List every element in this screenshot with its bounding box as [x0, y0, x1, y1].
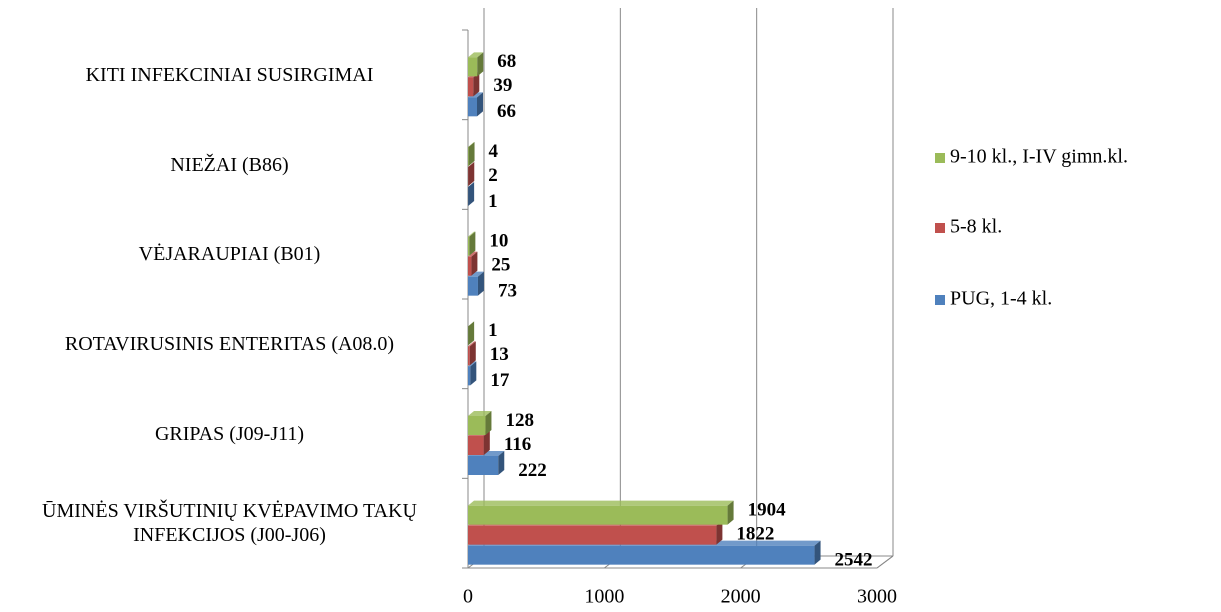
- bar: [468, 500, 734, 525]
- bar-side: [469, 231, 476, 256]
- bar: [468, 52, 484, 77]
- bar-front: [468, 525, 717, 545]
- bar-side: [468, 182, 475, 206]
- x-tick-label: 2000: [721, 586, 761, 608]
- legend-swatch: [935, 295, 945, 305]
- bar: [468, 162, 475, 186]
- data-label: 116: [504, 434, 531, 455]
- bar-side: [483, 431, 490, 455]
- bar-top: [468, 231, 476, 237]
- bar-front: [468, 256, 472, 276]
- data-label: 68: [497, 51, 516, 72]
- bar-side: [477, 271, 484, 296]
- bar-top: [468, 251, 478, 257]
- data-label: 1: [488, 191, 498, 212]
- bar-front: [468, 97, 477, 117]
- data-label: 73: [498, 281, 517, 302]
- bar-front: [468, 57, 478, 77]
- data-label: 2542: [835, 550, 873, 571]
- bar-front: [468, 346, 470, 366]
- data-label: 13: [490, 344, 509, 365]
- data-label: 222: [518, 460, 547, 481]
- bar-front: [468, 366, 471, 386]
- x-tick: [876, 555, 894, 569]
- bar: [468, 321, 475, 346]
- bar-side: [727, 500, 734, 525]
- bar: [468, 271, 484, 296]
- x-tick-label: 1000: [584, 586, 624, 608]
- bar-side: [468, 321, 475, 346]
- category-label: ŪMINĖS VIRŠUTINIŲ KVĖPAVIMO TAKŲ INFEKCI…: [42, 500, 417, 547]
- bar-side: [716, 520, 723, 545]
- category-label: KITI INFEKCINIAI SUSIRGIMAI: [85, 63, 374, 86]
- data-label: 39: [493, 75, 512, 96]
- bar-side: [468, 162, 475, 186]
- legend-swatch: [935, 153, 945, 163]
- bar-front: [468, 236, 470, 256]
- legend-label: PUG, 1-4 kl.: [950, 288, 1052, 310]
- legend-swatch: [935, 223, 945, 233]
- category-label: ROTAVIRUSINIS ENTERITAS (A08.0): [64, 332, 395, 355]
- data-label: 1822: [736, 524, 774, 545]
- bar-front: [468, 545, 815, 565]
- bar-front: [468, 276, 478, 296]
- bar-side: [471, 251, 478, 276]
- bar-front: [468, 456, 499, 475]
- data-label: 4: [489, 141, 499, 162]
- bar-front: [468, 505, 728, 525]
- bar-top: [468, 271, 484, 277]
- bar-front: [468, 436, 484, 455]
- bar-front: [468, 416, 486, 435]
- bar-top: [468, 142, 475, 147]
- bar-side: [477, 52, 484, 77]
- data-label: 10: [489, 231, 508, 252]
- category-label: GRIPAS (J09-J11): [154, 422, 305, 445]
- bar: [468, 251, 478, 276]
- x-tick-label: 0: [463, 586, 473, 608]
- data-label: 1: [488, 320, 498, 341]
- legend-label: 5-8 kl.: [950, 216, 1002, 238]
- data-label: 25: [491, 255, 510, 276]
- bar-side: [814, 540, 821, 565]
- data-label: 2: [488, 165, 498, 186]
- legend-label: 9-10 kl., I-IV gimn.kl.: [950, 146, 1128, 168]
- bar-side: [485, 411, 492, 435]
- bar-top: [468, 411, 492, 416]
- bar-top: [468, 52, 484, 58]
- category-label: NIEŽAI (B86): [170, 153, 289, 176]
- bar: [468, 142, 475, 166]
- bar-side: [468, 142, 475, 166]
- bar: [468, 361, 477, 386]
- data-label: 66: [497, 101, 516, 122]
- bar-top: [468, 321, 475, 327]
- bar: [468, 411, 492, 435]
- bar-front: [468, 77, 474, 97]
- bar: [468, 341, 476, 366]
- bar-top: [468, 500, 734, 506]
- bar-side: [470, 361, 477, 386]
- bar-top: [468, 162, 475, 167]
- bar: [468, 182, 475, 206]
- bar-top: [468, 182, 475, 187]
- data-label: 17: [490, 370, 510, 391]
- data-label: 128: [505, 410, 534, 431]
- x-tick-label: 3000: [857, 586, 897, 608]
- data-label: 1904: [748, 500, 787, 521]
- bar-side: [469, 341, 476, 366]
- category-label: VĖJARAUPIAI (B01): [138, 243, 321, 266]
- bar-front: [468, 147, 469, 166]
- bar-top: [468, 341, 476, 347]
- bar-side: [473, 72, 480, 97]
- bar-side: [498, 451, 505, 475]
- bar: [468, 231, 476, 256]
- bar-side: [476, 92, 483, 117]
- bar-top: [468, 361, 477, 367]
